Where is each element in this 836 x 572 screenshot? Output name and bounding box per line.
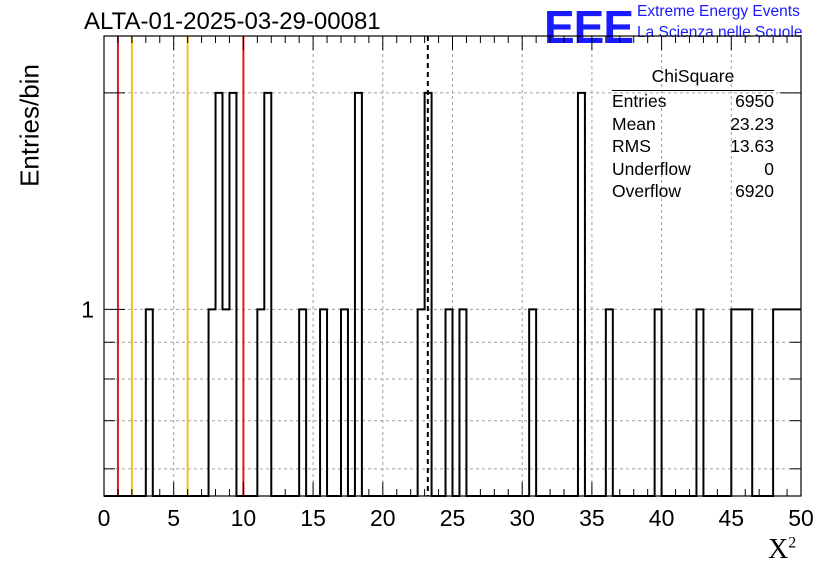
histogram-bin [146, 309, 153, 496]
eee-logo: EEE [544, 1, 634, 53]
stats-label: Underflow [612, 158, 691, 179]
x-tick-label: 30 [509, 505, 535, 531]
histogram-bin [794, 309, 801, 496]
reference-lines [116, 36, 429, 496]
histogram-bin [222, 309, 229, 496]
histogram-bin [773, 309, 780, 496]
histogram-bin [341, 309, 348, 496]
stats-value: 13.63 [730, 136, 774, 156]
y-tick-label: 1 [81, 296, 94, 322]
histogram-bin [780, 309, 787, 496]
axis-ticks [103, 36, 802, 496]
x-tick-label: 35 [579, 505, 605, 531]
tick-labels: 0 5 10 15 20 25 30 35 40 45 50 1 [81, 296, 814, 531]
stats-label: Mean [612, 113, 656, 134]
x-axis-label-base: X [768, 534, 789, 565]
x-tick-label: 5 [167, 505, 180, 531]
stats-rows: Entries 6950 Mean 23.23 RMS 13.63 Underflow 0 Ov… [612, 91, 774, 204]
logo-line-1: Extreme Energy Events [637, 3, 800, 20]
histogram-bin [320, 309, 327, 496]
x-tick-label: 15 [300, 505, 326, 531]
histogram-bin [355, 93, 362, 496]
logo-line-2: La Scienza nelle Scuole [637, 24, 803, 41]
stats-value: 6920 [735, 181, 774, 201]
stats-row-underflow: Underflow 0 [612, 159, 774, 182]
stats-label: RMS [612, 136, 651, 156]
stats-divider [612, 90, 774, 91]
histogram-bin [745, 309, 752, 496]
histogram-bin [257, 309, 264, 496]
histogram-bin [529, 309, 536, 496]
x-tick-label: 20 [370, 505, 396, 531]
stats-title: ChiSquare [651, 66, 735, 86]
histogram-bin [696, 309, 703, 496]
histogram-bin [606, 309, 613, 496]
x-axis-label-sup: 2 [788, 534, 797, 552]
x-tick-label: 50 [788, 505, 814, 531]
x-tick-label: 0 [98, 505, 111, 531]
stats-value: 0 [764, 158, 774, 179]
stats-row-mean: Mean 23.23 [612, 114, 774, 137]
histogram-bin [418, 309, 425, 496]
stats-label: Entries [612, 91, 667, 111]
stats-value: 23.23 [730, 113, 774, 134]
x-axis-label: X2 [768, 534, 796, 566]
histogram-bin [209, 309, 216, 496]
x-tick-label: 25 [440, 505, 466, 531]
x-tick-label: 45 [719, 505, 745, 531]
stats-row-rms: RMS 13.63 [612, 136, 774, 159]
histogram-bin [731, 309, 738, 496]
stats-value: 6950 [735, 91, 774, 111]
histogram-bin [787, 309, 794, 496]
chart-title: ALTA-01-2025-03-29-00081 [84, 8, 381, 35]
histogram-bin [229, 93, 236, 496]
x-tick-label: 10 [231, 505, 257, 531]
histogram-bin [264, 93, 271, 496]
stats-label: Overflow [612, 181, 682, 201]
histogram-bin [459, 309, 466, 496]
histogram-bin [578, 93, 585, 496]
histogram-bin [299, 309, 306, 496]
stats-box: ChiSquare Entries 6950 Mean 23.23 RMS 13.63 Un… [612, 66, 774, 204]
histogram-bin [446, 309, 453, 496]
histogram-bin [738, 309, 745, 496]
stats-row-entries: Entries 6950 [612, 91, 774, 114]
stats-row-overflow: Overflow 6920 [612, 181, 774, 204]
x-tick-label: 40 [649, 505, 675, 531]
histogram-bin [655, 309, 662, 496]
histogram-bin [216, 93, 223, 496]
